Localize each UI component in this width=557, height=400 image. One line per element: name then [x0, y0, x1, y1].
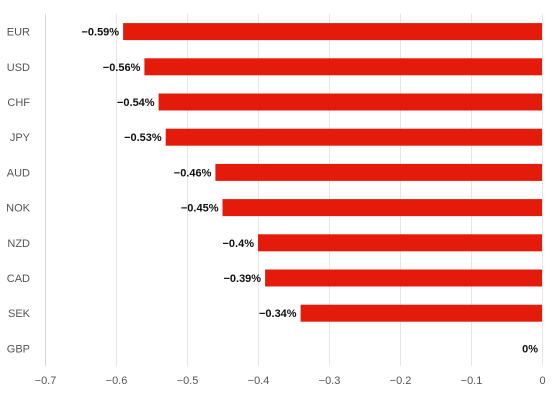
x-tick-label: −0.5: [177, 375, 199, 387]
category-label-jpy: JPY: [10, 132, 31, 144]
data-label-gbp: 0%: [522, 343, 538, 355]
x-tick-label: −0.1: [461, 375, 483, 387]
data-label-nok: −0.45%: [181, 203, 219, 215]
data-label-eur: −0.59%: [81, 27, 119, 39]
x-tick-label: −0.2: [390, 375, 412, 387]
bar-aud: [215, 163, 542, 181]
bar-sek: [300, 304, 542, 322]
category-label-cad: CAD: [7, 273, 30, 285]
category-label-eur: EUR: [7, 27, 30, 39]
category-label-nzd: NZD: [7, 238, 30, 250]
bar-cad: [265, 269, 542, 287]
category-label-aud: AUD: [7, 167, 30, 179]
x-axis-tick-labels: −0.7 −0.6 −0.5 −0.4 −0.3 −0.2 −0.1 0: [35, 375, 546, 387]
category-label-usd: USD: [7, 62, 30, 74]
bar-chf: [158, 93, 542, 111]
bar-eur: [123, 23, 542, 41]
data-label-cad: −0.39%: [223, 273, 261, 285]
data-label-sek: −0.34%: [259, 308, 297, 320]
bar-jpy: [165, 128, 542, 146]
category-label-sek: SEK: [8, 308, 31, 320]
data-label-nzd: −0.4%: [223, 238, 255, 250]
bars: [123, 23, 542, 322]
x-tick-label: 0: [539, 375, 545, 387]
data-label-jpy: −0.53%: [124, 132, 162, 144]
category-label-gbp: GBP: [7, 343, 30, 355]
x-tick-label: −0.3: [319, 375, 341, 387]
bar-nzd: [258, 234, 542, 252]
x-tick-label: −0.7: [35, 375, 57, 387]
x-tick-label: −0.6: [106, 375, 128, 387]
data-label-aud: −0.46%: [174, 167, 212, 179]
category-labels: EUR USD CHF JPY AUD NOK NZD CAD SEK GBP: [6, 27, 31, 356]
x-tick-label: −0.4: [248, 375, 270, 387]
category-label-nok: NOK: [6, 203, 31, 215]
bar-nok: [222, 199, 542, 217]
bar-usd: [144, 58, 542, 76]
category-label-chf: CHF: [7, 97, 30, 109]
data-label-chf: −0.54%: [117, 97, 155, 109]
data-label-usd: −0.56%: [103, 62, 141, 74]
data-labels: −0.59% −0.56% −0.54% −0.53% −0.46% −0.45% −0.4…: [81, 27, 538, 356]
